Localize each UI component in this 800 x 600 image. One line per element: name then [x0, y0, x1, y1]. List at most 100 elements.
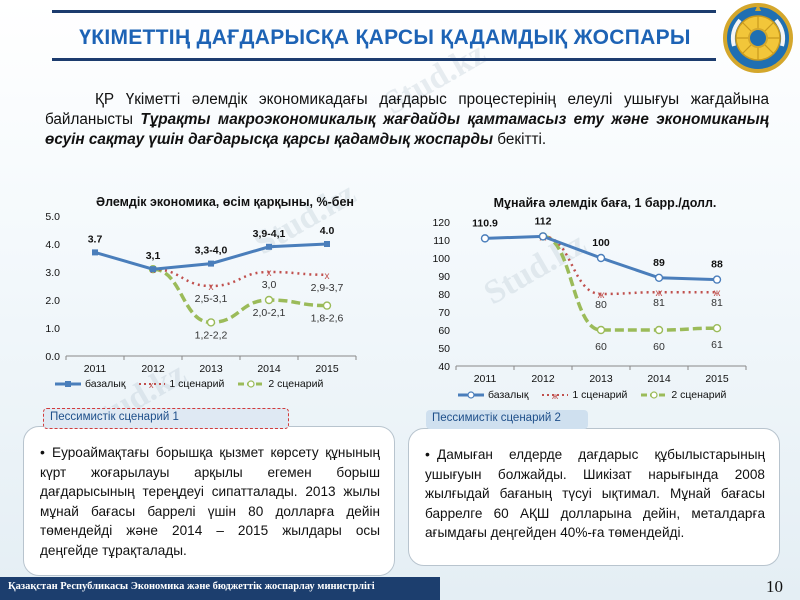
legend-item-scenario1: ж 1 сценарий [542, 389, 627, 401]
title-bottom-rule [52, 58, 716, 61]
x-tick-label: 2011 [474, 373, 497, 385]
x-tick-label: 2013 [199, 363, 223, 375]
data-label: 88 [711, 259, 723, 271]
series-line-1 [152, 267, 328, 288]
x-tick-label: 2013 [589, 373, 613, 385]
legend-label: 1 сценарий [169, 378, 225, 390]
legend-item-scenario2: 2 сценарий [238, 378, 323, 390]
data-point [206, 318, 216, 327]
y-tick-label: 80 [438, 289, 450, 301]
data-point [654, 325, 664, 335]
chart2-title: Мұнайға әлемдік баға, 1 барр./долл. [493, 196, 717, 210]
data-point: x [267, 268, 272, 279]
data-label: 81 [711, 297, 723, 309]
data-label: 81 [653, 297, 665, 309]
data-label: 4.0 [320, 225, 335, 237]
data-label: 80 [595, 299, 607, 311]
legend-base-icon [458, 391, 484, 399]
data-label: 1,8-2,6 [311, 313, 344, 325]
data-point [480, 234, 490, 243]
x-tick-label: 2011 [84, 363, 107, 375]
y-tick-label: 1.0 [45, 323, 60, 335]
y-tick-label: 70 [438, 307, 450, 319]
slide-title: ҮКІМЕТТІҢ ДАҒДАРЫСҚА ҚАРСЫ ҚАДАМДЫҚ ЖОСП… [79, 26, 691, 49]
data-label: 2,5-3,1 [195, 293, 228, 305]
x-tick-label: 2014 [257, 363, 281, 375]
data-point [712, 323, 722, 333]
legend-item-scenario1: x 1 сценарий [139, 378, 224, 390]
legend-base-icon [55, 381, 81, 387]
y-tick-label: 60 [438, 325, 450, 337]
data-label: 2,9-3,7 [311, 282, 344, 294]
y-tick-label: 50 [438, 343, 450, 355]
y-tick-label: 5.0 [45, 211, 60, 223]
data-point [596, 325, 606, 335]
chart1-plot: 0.0 1.0 2.0 3.0 4.0 5.0 2011 2012 2013 2014 2015 x x… [45, 211, 357, 375]
legend-item-base: базалық [55, 378, 125, 390]
x-tick-label: 2015 [315, 363, 339, 375]
data-label: 2,0-2,1 [253, 307, 286, 319]
data-point: x [325, 271, 330, 282]
bullet-icon: • [40, 444, 45, 460]
legend-scenario1-icon: x [139, 380, 166, 389]
state-emblem-icon [723, 3, 793, 73]
page-number: 10 [766, 577, 783, 596]
y-tick-label: 0.0 [45, 351, 60, 363]
data-point [596, 253, 606, 263]
y-tick-label: 40 [438, 361, 450, 373]
data-point [264, 295, 274, 305]
data-point [324, 241, 330, 247]
y-tick-label: 4.0 [45, 239, 60, 251]
y-tick-label: 2.0 [45, 295, 60, 307]
legend-scenario2-icon [238, 380, 265, 388]
x-tick-label: 2012 [141, 363, 165, 375]
legend-label: 1 сценарий [572, 389, 628, 401]
series-line-2 [542, 234, 718, 332]
data-point: x [209, 282, 214, 293]
data-point [150, 266, 156, 273]
series-line-2 [152, 267, 328, 325]
data-label: 110.9 [472, 217, 498, 229]
data-label: 112 [535, 215, 552, 227]
data-label: 61 [711, 339, 723, 351]
svg-text:ж: ж [552, 391, 558, 400]
legend-label: 2 сценарий [671, 389, 727, 401]
data-point [322, 301, 332, 310]
data-point: ж [656, 288, 663, 299]
data-point [266, 243, 272, 250]
chart2-legend: базалық ж 1 сценарий 2 сценарий [458, 389, 726, 401]
data-point: ж [598, 290, 605, 301]
legend-label: базалық [488, 389, 529, 401]
y-tick-label: 110 [433, 235, 450, 247]
data-label: 89 [653, 257, 665, 269]
x-tick-label: 2012 [531, 373, 555, 385]
data-label: 3,1 [146, 250, 161, 262]
data-label: 3.7 [88, 233, 103, 245]
y-tick-label: 100 [432, 253, 450, 265]
y-tick-label: 3.0 [45, 267, 60, 279]
intro-end-text: бекітті. [493, 131, 547, 148]
scenario2-box: • Дамыған елдерде дағдарыс құбылыстарының… [408, 428, 780, 566]
legend-scenario2-icon [641, 391, 668, 399]
x-tick-label: 2014 [647, 373, 671, 385]
data-point [654, 273, 664, 282]
legend-label: 2 сценарий [268, 378, 324, 390]
intro-bold-text: Тұрақты макроэкономикалық жағдайды қамта… [45, 111, 769, 148]
data-label: 3,0 [262, 279, 277, 291]
data-point [712, 275, 722, 284]
scenario2-tag: Пессимистік сценарий 2 [426, 410, 588, 429]
scenario1-text: Еуроаймақтағы борышқа қызмет көрсету құн… [40, 445, 380, 558]
chart1-title: Әлемдік экономика, өсім қарқыны, %-бен [96, 195, 354, 209]
x-tick-label: 2015 [705, 373, 729, 385]
data-label: 60 [595, 341, 607, 353]
y-tick-label: 90 [438, 271, 450, 283]
data-label: 3,9-4,1 [253, 228, 286, 240]
legend-item-base: базалық [458, 389, 528, 401]
bullet-icon: • [425, 446, 430, 462]
data-point [92, 249, 98, 256]
svg-text:x: x [149, 380, 154, 389]
intro-text: ҚР Үкіметті әлемдік экономикадағы дағдар… [45, 91, 769, 128]
chart1-legend: базалық x 1 сценарий 2 сценарий [55, 378, 323, 390]
data-point [538, 232, 548, 241]
title-top-rule [52, 10, 716, 13]
